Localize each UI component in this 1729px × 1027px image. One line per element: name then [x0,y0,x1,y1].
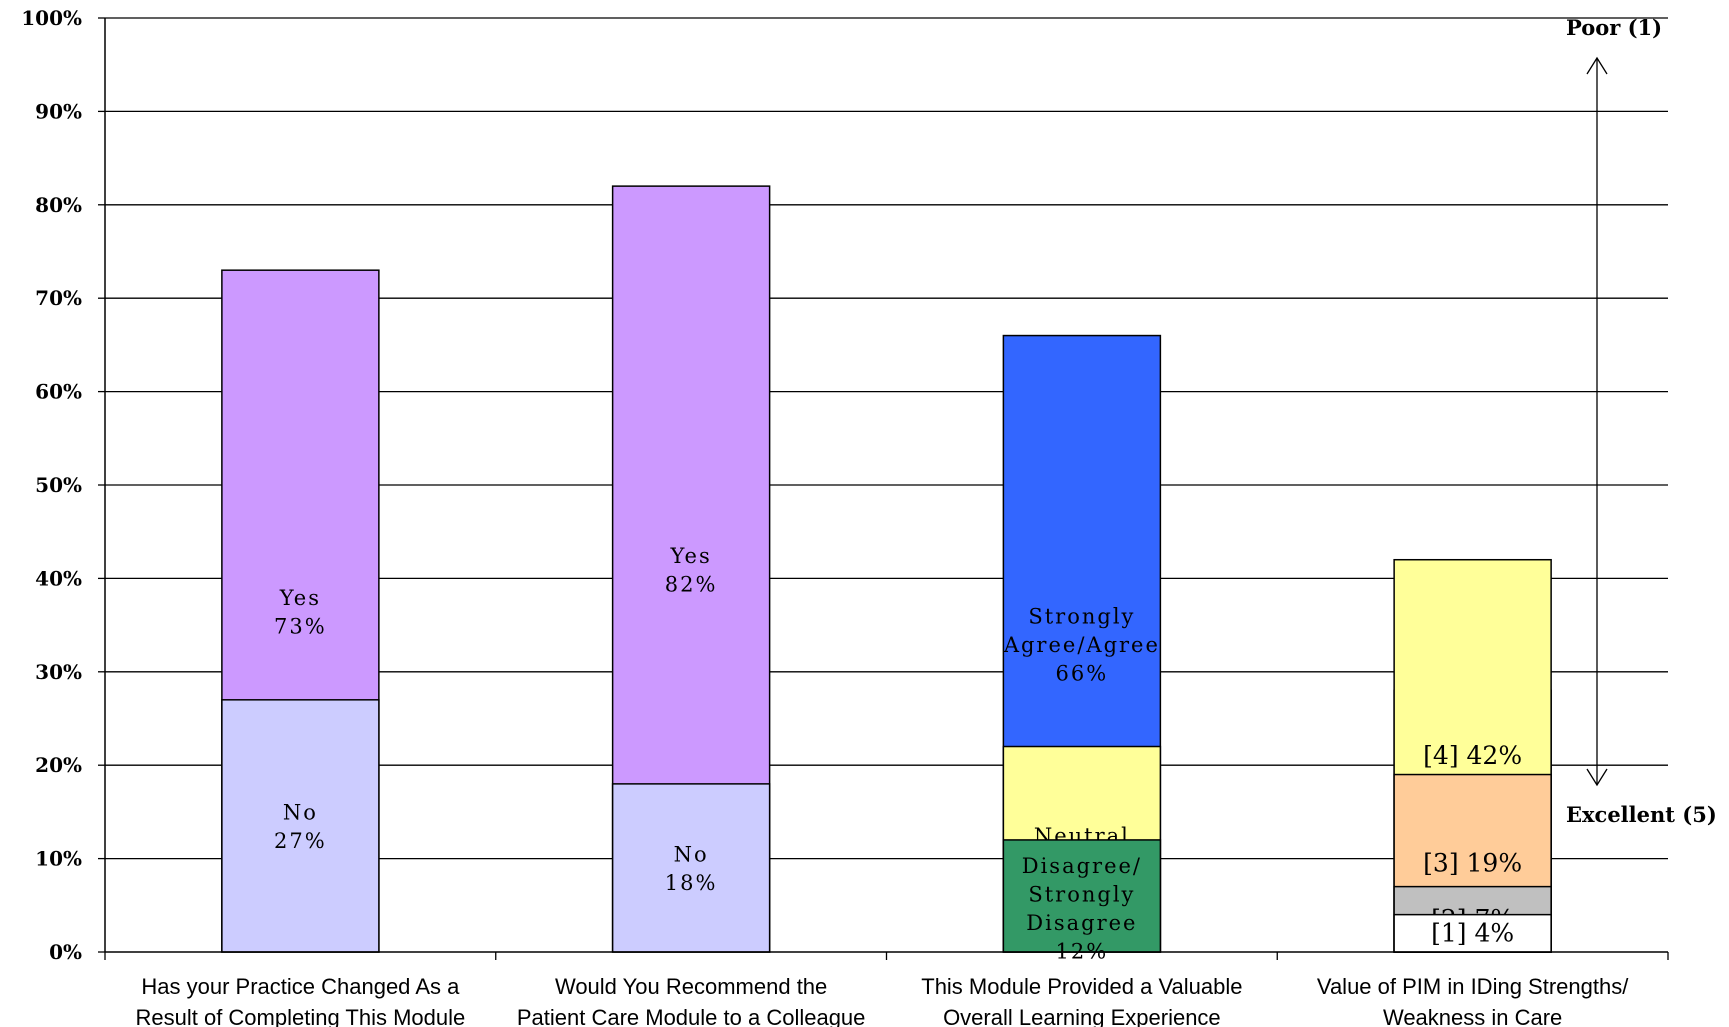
y-tick-label: 20% [35,753,82,777]
x-category-label: This Module Provided a Valuable [921,974,1242,999]
segment-label: Disagree/ [1022,854,1142,878]
scale-arrowhead-up [1586,56,1608,75]
bar-4: [5] 28%[4] 42%[3] 19%[2] 7%[1] 4% [1393,558,1552,953]
segment-label: Yes [670,544,712,568]
y-tick-label: 50% [35,473,82,497]
y-tick-label: 0% [49,940,82,964]
y-tick-label: 60% [35,380,82,404]
bar-segment [1002,839,1162,953]
annotation-excellent: Excellent (5) [1566,802,1717,827]
segment-label: 27% [274,829,327,853]
axes [98,17,1669,960]
segment-label: 82% [665,572,718,596]
y-tick-label: 30% [35,660,82,684]
bar-segment [611,783,771,953]
y-tick-label: 70% [35,286,82,310]
x-category-label: Result of Completing This Module [135,1005,465,1027]
x-category-labels: Has your Practice Changed As a Result of … [135,974,1629,1027]
y-tick-label: 100% [21,6,82,30]
segment-label: 73% [274,614,327,638]
x-category-label: Patient Care Module to a Colleague [517,1005,866,1027]
segment-label: 66% [1056,661,1109,685]
y-tick-label: 40% [35,566,82,590]
bars-group: Yes 73% No 27% Yes 82% No 18% Strongly Agree/Agre… [221,185,1552,964]
segment-label: [4] 42% [1423,741,1522,770]
bar-2: Yes 82% No 18% [611,185,771,953]
segment-label: Disagree [1026,911,1137,935]
segment-label: No [283,801,318,825]
x-category-label: Value of PIM in IDing Strengths/ [1317,974,1629,999]
segment-label: No [674,843,709,867]
scale-arrowhead-down [1586,768,1608,787]
y-tick-label: 90% [35,99,82,123]
y-tick-label: 10% [35,847,82,871]
y-tick-labels: 0% 10% 20% 30% 40% 50% 60% 70% 80% 90% 100% [21,6,82,964]
x-category-label: Would You Recommend the [555,974,827,999]
segment-label: 18% [665,871,718,895]
y-tick-label: 80% [35,193,82,217]
scale-annotations: Poor (1) Excellent (5) [1566,15,1717,827]
bar-3: StronglyAgree/Agree66%Neutral22%Disagree… [1002,334,1162,964]
segment-label: Agree/Agree [1003,633,1160,657]
bar-segment [221,699,380,953]
segment-label: [3] 19% [1423,848,1522,877]
bar-1: Yes 73% No 27% [221,269,380,953]
x-category-label: Overall Learning Experience [943,1005,1221,1027]
x-category-label: Has your Practice Changed As a [141,974,460,999]
x-category-label: Weakness in Care [1383,1005,1562,1027]
segment-label: Strongly [1028,883,1135,907]
segment-label: Yes [279,586,321,610]
annotation-poor: Poor (1) [1566,15,1662,40]
segment-label: [1] 4% [1431,918,1514,947]
segment-label: Strongly [1028,604,1135,628]
